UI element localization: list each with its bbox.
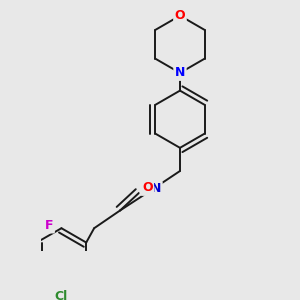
Text: Cl: Cl <box>55 290 68 300</box>
Text: O: O <box>175 9 185 22</box>
Text: N: N <box>151 182 161 195</box>
Text: H: H <box>140 183 149 193</box>
Text: F: F <box>45 219 53 232</box>
Text: N: N <box>175 66 185 80</box>
Text: O: O <box>142 182 153 194</box>
